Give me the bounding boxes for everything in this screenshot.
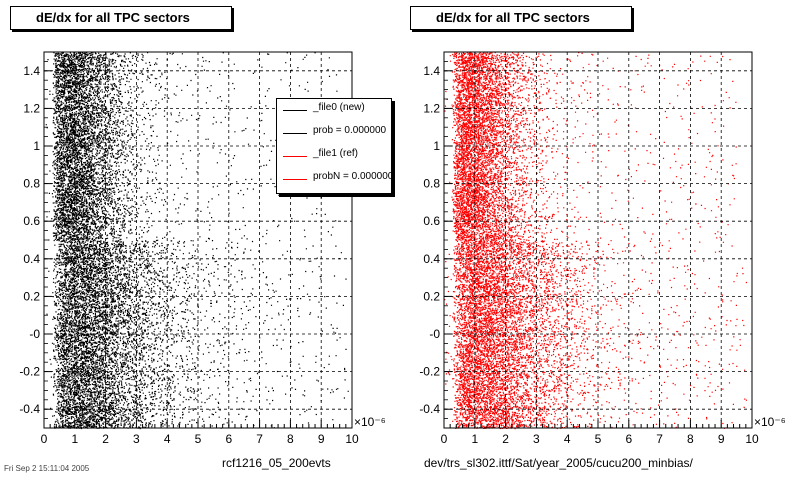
y-tick-label-1-1: -0.2 [419,365,440,379]
y-tick-label-0-2: -0 [29,327,40,341]
y-tick-label-1-3: 0.2 [423,289,440,303]
right-bottom-label: dev/trs_sl302.ittf/Sat/year_2005/cucu200… [424,456,693,470]
x-tick-label-0-9: 9 [318,432,325,446]
x-tick-label-1-0: 0 [441,432,448,446]
x-tick-label-0-2: 2 [102,432,109,446]
y-tick-label-0-1: -0.2 [19,365,40,379]
legend-entry-probN: probN = 0.000000 [277,168,392,190]
x-tick-label-1-1: 1 [471,432,478,446]
legend-line-probN [283,179,307,180]
left-chart-title-text: dE/dx for all TPC sectors [36,10,190,25]
x-exponent-label-0: ×10⁻⁶ [354,415,386,429]
legend-label-prob: prob = 0.000000 [313,125,387,136]
y-tick-label-0-9: 1.4 [23,64,40,78]
x-tick-label-0-6: 6 [225,432,232,446]
y-tick-label-1-7: 1 [433,139,440,153]
legend-line-prob [283,133,307,134]
y-tick-label-1-2: -0 [429,327,440,341]
x-tick-label-1-4: 4 [564,432,571,446]
legend-entry-file1: _file1 (ref) [277,145,391,167]
x-tick-label-0-4: 4 [164,432,171,446]
right-chart-title-text: dE/dx for all TPC sectors [436,10,590,25]
y-tick-label-1-8: 1.2 [423,101,440,115]
x-tick-label-0-3: 3 [133,432,140,446]
y-tick-label-1-5: 0.6 [423,214,440,228]
legend-label-file0: _file0 (new) [313,102,365,113]
y-tick-label-1-9: 1.4 [423,64,440,78]
y-tick-label-0-6: 0.8 [23,177,40,191]
legend: _file0 (new) prob = 0.000000 _file1 (ref… [276,98,392,194]
x-tick-label-0-8: 8 [287,432,294,446]
x-tick-label-1-2: 2 [502,432,509,446]
y-tick-label-1-4: 0.4 [423,252,440,266]
scatter-points-1 [444,52,747,430]
x-tick-label-1-3: 3 [533,432,540,446]
legend-label-file1: _file1 (ref) [313,148,359,159]
y-tick-label-0-3: 0.2 [23,289,40,303]
legend-label-probN: probN = 0.000000 [313,171,392,182]
x-tick-label-1-5: 5 [595,432,602,446]
legend-line-file0 [283,110,307,111]
legend-line-file1 [283,156,307,157]
scatter-plot-1: 0 1 2 3 4 5 6 7 8 9 10 -0.4 -0.2 -0 0.2 0.4 0.6 0.8 1 1.2 1.… [419,51,786,446]
legend-entry-prob: prob = 0.000000 [277,122,391,144]
y-tick-label-0-7: 1 [33,139,40,153]
y-tick-label-0-4: 0.4 [23,252,40,266]
x-exponent-label-1: ×10⁻⁶ [754,415,786,429]
y-tick-label-0-8: 1.2 [23,101,40,115]
x-tick-label-0-10: 10 [345,432,359,446]
right-chart-title: dE/dx for all TPC sectors [410,6,632,30]
x-tick-label-1-7: 7 [656,432,663,446]
x-tick-label-0-0: 0 [41,432,48,446]
x-tick-label-1-6: 6 [625,432,632,446]
y-tick-label-0-5: 0.6 [23,214,40,228]
legend-entry-file0: _file0 (new) [277,99,391,121]
y-tick-label-0-0: -0.4 [19,402,40,416]
x-tick-label-1-9: 9 [718,432,725,446]
x-tick-label-0-7: 7 [256,432,263,446]
x-tick-label-1-10: 10 [745,432,759,446]
x-tick-label-0-5: 5 [195,432,202,446]
left-chart-title: dE/dx for all TPC sectors [10,6,232,30]
footer-timestamp: Fri Sep 2 15:11:04 2005 [4,464,90,473]
left-bottom-label: rcf1216_05_200evts [222,456,331,470]
y-tick-label-1-0: -0.4 [419,402,440,416]
y-tick-label-1-6: 0.8 [423,177,440,191]
x-tick-label-1-8: 8 [687,432,694,446]
x-tick-label-0-1: 1 [71,432,78,446]
